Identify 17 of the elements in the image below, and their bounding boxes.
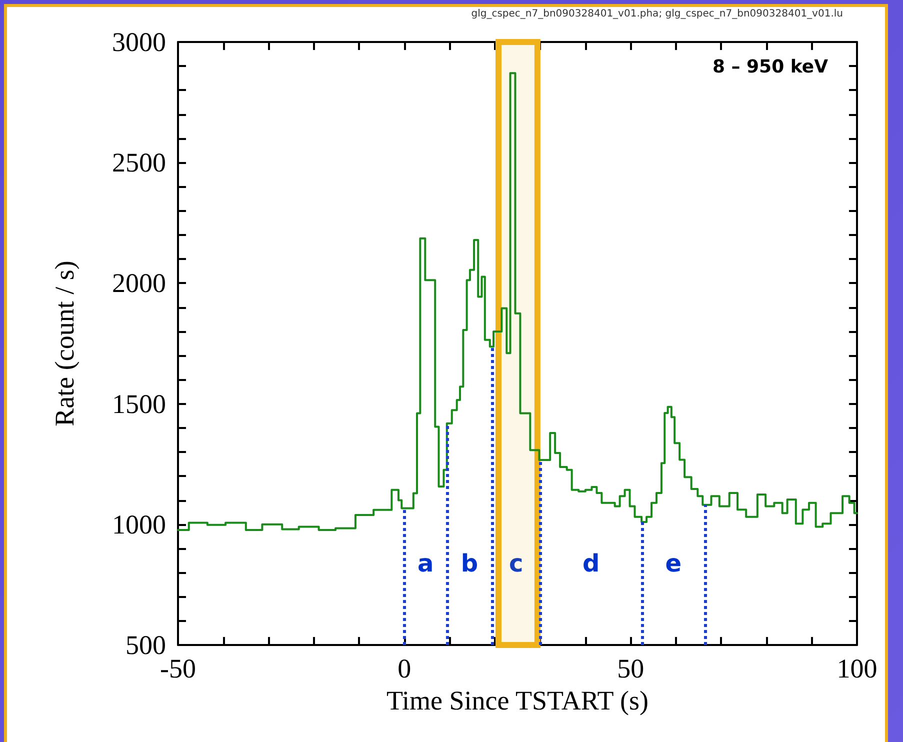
y-tick-label: 3000 — [112, 27, 166, 57]
annotation: e — [665, 550, 682, 578]
annotation: a — [418, 550, 434, 578]
x-axis-title: Time Since TSTART (s) — [386, 685, 648, 716]
annotation: c — [509, 550, 524, 578]
x-tick-label: 100 — [836, 654, 878, 684]
y-tick-label: 2500 — [112, 148, 166, 178]
x-tick-label: 50 — [617, 654, 644, 684]
chart-subtitle: glg_cspec_n7_bn090328401_v01.pha; glg_cspec_n7_bn090328401_v01.lu — [471, 8, 844, 20]
x-tick-label: 0 — [398, 654, 412, 684]
y-axis-title: Rate (count / s) — [50, 260, 80, 426]
annotation: 8 – 950 keV — [712, 56, 828, 78]
annotation: b — [460, 550, 478, 578]
y-tick-label: 2000 — [112, 268, 166, 298]
y-tick-label: 1000 — [112, 509, 166, 540]
annotation: d — [582, 550, 600, 578]
y-tick-label: 1500 — [112, 388, 166, 419]
